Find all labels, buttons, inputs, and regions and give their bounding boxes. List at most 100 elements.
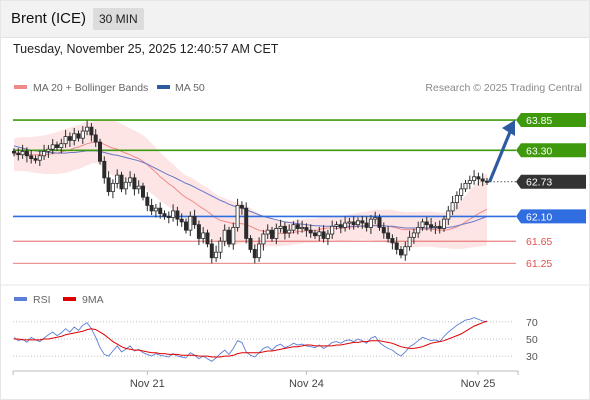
- x-tick-label: Nov 25: [461, 378, 496, 390]
- candle: [162, 210, 167, 220]
- level-label-61-65: 61.65: [526, 236, 552, 248]
- candle: [282, 222, 287, 240]
- candle: [347, 217, 352, 230]
- candle: [80, 126, 85, 144]
- candle: [89, 123, 94, 142]
- candle: [93, 129, 98, 148]
- header-bar: Brent (ICE) 30 MIN: [1, 1, 589, 38]
- candle: [196, 220, 201, 246]
- candle: [42, 144, 47, 160]
- candle: [420, 218, 425, 231]
- legend-label-rsi-ma: 9MA: [82, 294, 104, 306]
- candle: [403, 241, 408, 261]
- candle: [149, 198, 154, 216]
- candle: [145, 192, 150, 212]
- candle: [132, 173, 137, 196]
- candle: [317, 226, 322, 242]
- period-badge[interactable]: 30 MIN: [93, 8, 144, 30]
- candle: [175, 206, 180, 226]
- candle: [398, 246, 403, 259]
- instrument-title: Brent (ICE): [11, 10, 87, 27]
- candle: [484, 177, 489, 186]
- ma20-line: [13, 141, 488, 234]
- level-tag-text: 63.85: [526, 115, 552, 127]
- candle: [257, 237, 262, 262]
- candle: [248, 235, 253, 253]
- level-tag-63-85: 63.85: [516, 113, 586, 128]
- candle: [115, 169, 120, 189]
- arrow-shaft: [488, 130, 512, 183]
- candle: [98, 138, 103, 165]
- candle: [278, 219, 283, 233]
- candle: [106, 171, 111, 196]
- candle: [454, 191, 459, 210]
- candle: [67, 132, 72, 148]
- x-axis: Nov 21 Nov 24 Nov 25: [12, 371, 519, 390]
- level-tags: 63.85 63.30 62.73 62.10 61.65 61.25: [516, 113, 586, 270]
- rsi-tick-label: 70: [526, 317, 538, 329]
- candle: [368, 215, 373, 235]
- legend-swatch-ma50: [157, 85, 170, 89]
- candle: [179, 213, 184, 227]
- candle: [166, 211, 171, 224]
- candle: [373, 211, 378, 225]
- candle: [110, 179, 115, 199]
- legend-label-ma50: MA 50: [175, 82, 205, 94]
- candle: [476, 172, 481, 186]
- candle: [381, 222, 386, 239]
- candle: [480, 173, 485, 187]
- candles: [11, 120, 489, 264]
- candle: [394, 237, 399, 255]
- copyright: Research © 2025 Trading Central: [425, 82, 582, 94]
- candle: [119, 171, 124, 193]
- candle: [269, 226, 274, 242]
- candle: [325, 229, 330, 246]
- candle: [72, 128, 77, 146]
- candle: [446, 205, 451, 225]
- candle: [321, 225, 326, 243]
- candle: [300, 220, 305, 233]
- legend-label-rsi: RSI: [33, 294, 51, 306]
- level-tag-text: 62.73: [526, 177, 552, 189]
- candle: [85, 120, 90, 136]
- candle: [214, 245, 219, 262]
- candle: [355, 217, 360, 228]
- candle: [295, 219, 300, 235]
- candle: [411, 228, 416, 244]
- candle: [37, 150, 42, 167]
- level-tag-62-73: 62.73: [516, 174, 586, 189]
- level-label-61-25: 61.25: [526, 258, 552, 270]
- candle: [459, 183, 464, 201]
- candle: [153, 204, 158, 218]
- level-tag-62-10: 62.10: [516, 209, 586, 224]
- candle: [235, 198, 240, 232]
- candle: [46, 145, 51, 159]
- candle: [183, 218, 188, 234]
- candle: [364, 216, 369, 232]
- candle: [287, 224, 292, 238]
- rsi-tick-label: 30: [526, 351, 538, 363]
- legend-swatch-rsi-ma: [63, 297, 76, 301]
- forecast-arrow: [488, 120, 515, 183]
- candle: [188, 211, 193, 236]
- candle: [334, 221, 339, 230]
- candle: [55, 141, 60, 151]
- candle: [304, 223, 309, 237]
- arrow-head: [502, 120, 515, 137]
- candle: [467, 175, 472, 190]
- rsi-panel: 70 50 30: [13, 317, 538, 363]
- legend-swatch-rsi: [14, 297, 27, 301]
- candle: [441, 215, 446, 232]
- candle: [386, 226, 391, 243]
- legend-label-ma20: MA 20 + Bollinger Bands: [33, 82, 148, 94]
- candle: [171, 204, 176, 222]
- level-tag-text: 63.30: [526, 145, 552, 157]
- candle: [33, 155, 38, 164]
- rsi-tick-label: 50: [526, 334, 538, 346]
- candle: [416, 221, 421, 238]
- candle: [50, 139, 55, 155]
- candle: [261, 229, 266, 251]
- x-tick-label: Nov 21: [130, 378, 165, 390]
